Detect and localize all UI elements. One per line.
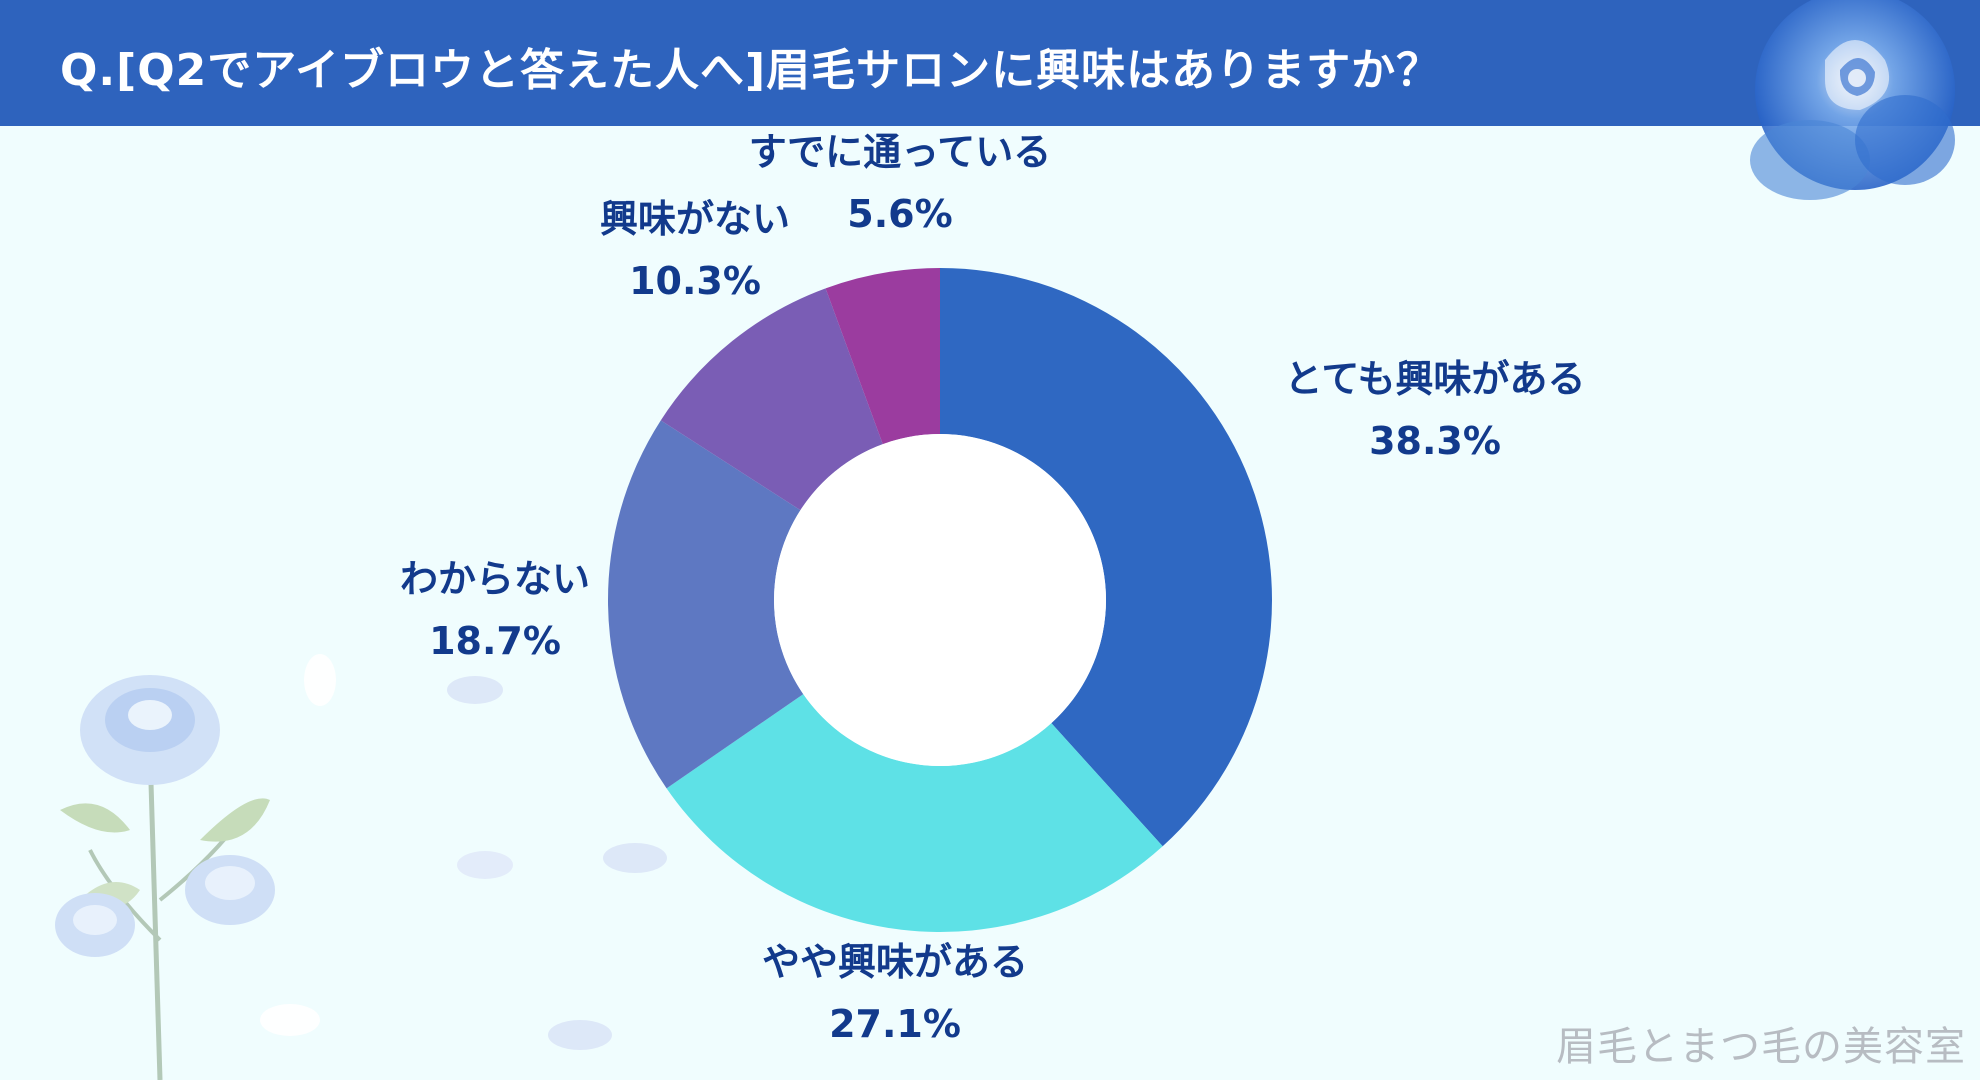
petal-icon (447, 676, 503, 704)
petal-icon (457, 851, 513, 879)
value-label: 18.7% (429, 619, 561, 663)
category-label: とても興味がある (1285, 357, 1586, 401)
value-label: 5.6% (847, 192, 952, 236)
watermark: 眉毛とまつ毛の美容室 (1556, 1024, 1966, 1070)
donut-slice (666, 694, 1163, 932)
category-label: わからない (400, 557, 590, 601)
petal-icon (548, 1020, 612, 1050)
value-label: 27.1% (829, 1002, 961, 1046)
donut-slice (660, 288, 883, 511)
blue-rose-bouquet-icon (55, 654, 336, 1080)
value-label: 10.3% (629, 259, 761, 303)
donut-slice (608, 420, 804, 789)
donut-slice (825, 268, 940, 445)
chart-title: Q.[Q2でアイブロウと答えた人へ]眉毛サロンに興味はありますか？ (60, 45, 1442, 96)
category-label: やや興味がある (762, 940, 1028, 984)
petal-icon (603, 843, 667, 873)
category-label: すでに通っている (749, 130, 1051, 174)
donut-slice (940, 268, 1272, 847)
header-bar: Q.[Q2でアイブロウと答えた人へ]眉毛サロンに興味はありますか？ (0, 0, 1980, 126)
category-label: 興味がない (600, 197, 790, 241)
value-label: 38.3% (1369, 419, 1501, 463)
blue-rose-icon (1750, 0, 1955, 200)
donut-hole (774, 434, 1106, 766)
